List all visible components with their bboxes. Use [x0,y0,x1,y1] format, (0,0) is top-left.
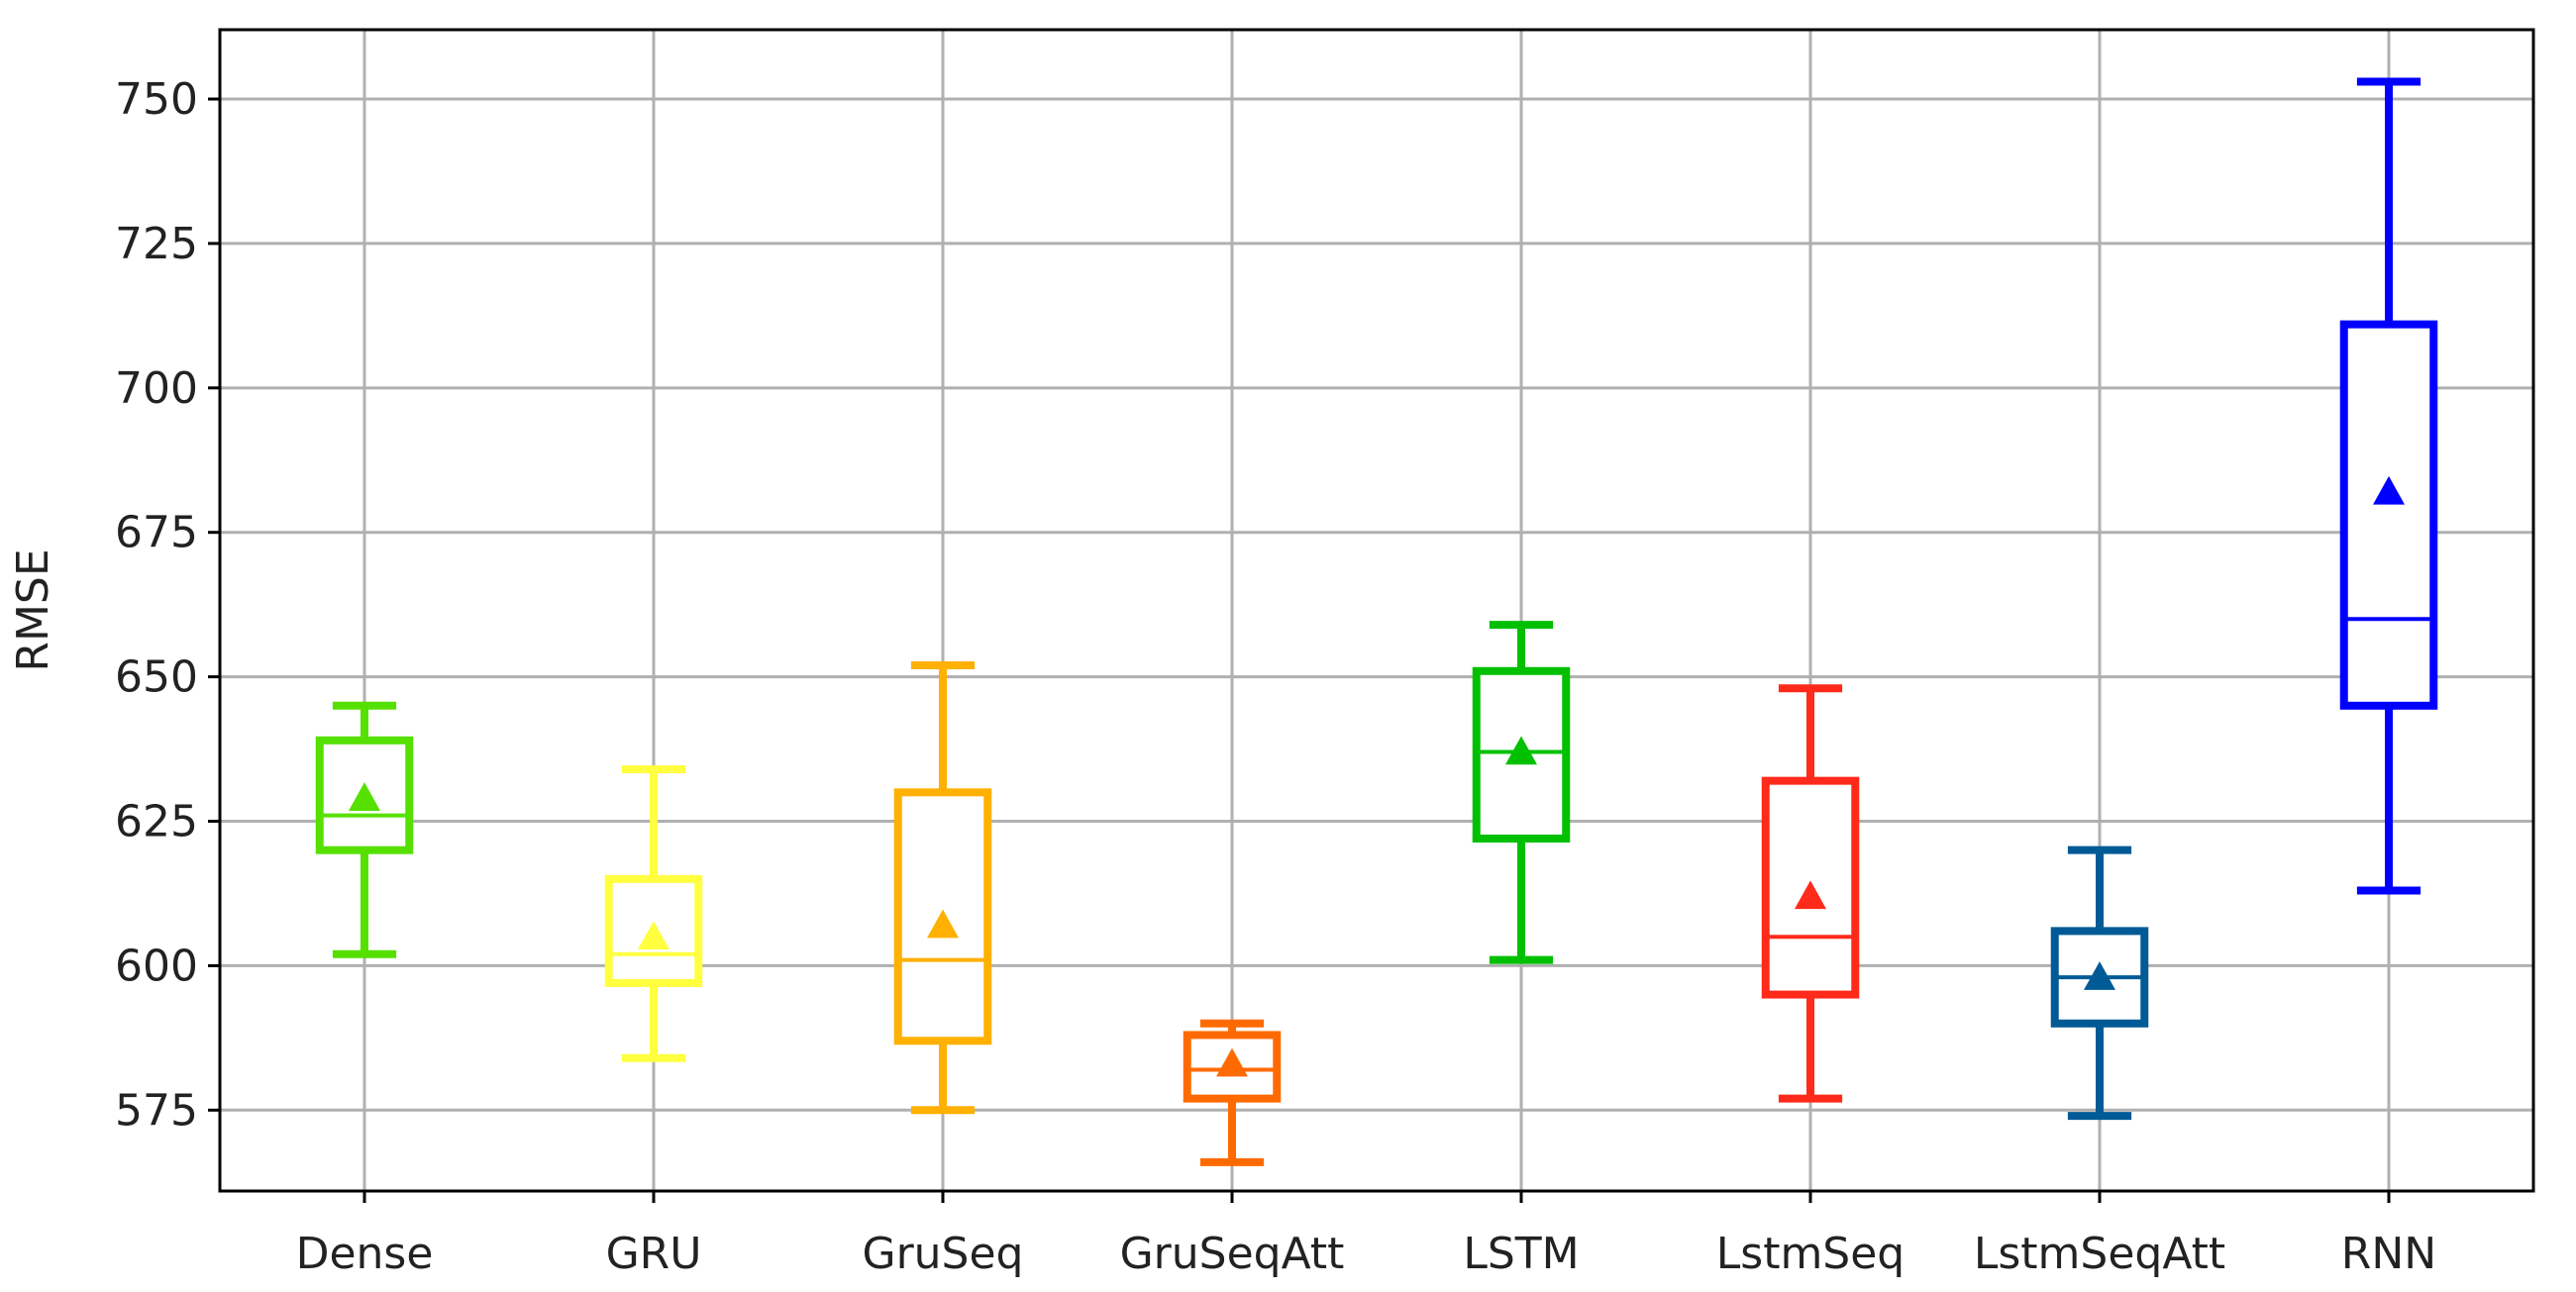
box-layer [315,77,2438,1166]
x-tick-label: GruSeqAtt [1120,1229,1345,1279]
mean-marker [638,921,670,950]
y-tick-label: 625 [115,797,198,847]
y-tick-label: 675 [115,508,198,558]
box-group-gruseq [893,660,992,1115]
y-tick-label: 575 [115,1085,198,1136]
plot-frame [218,28,2535,1193]
x-tick-label: RNN [2341,1229,2436,1279]
grid-layer [220,30,2533,1191]
y-tick-label: 750 [115,74,198,125]
box-group-gruseqatt [1183,1019,1282,1166]
box-group-rnn [2339,77,2438,895]
mean-marker [1216,1047,1248,1077]
mean-marker [2084,961,2115,990]
mean-marker [927,909,959,939]
mean-marker [349,782,380,811]
box-group-gru [604,764,703,1062]
box-iqr [604,874,703,987]
box-group-lstm [1472,621,1571,964]
mean-marker [2373,475,2405,505]
y-tick-label: 700 [115,363,198,414]
y-tick-label: 600 [115,941,198,991]
box-group-lstmseqatt [2050,845,2149,1121]
box-group-lstmseq [1761,684,1860,1103]
x-tick-label: GruSeq [862,1229,1023,1279]
x-tick-label: Dense [296,1229,434,1279]
mean-marker [1505,736,1537,765]
y-tick-label: 725 [115,219,198,269]
box-group-dense [315,701,414,958]
y-tick-label: 650 [115,652,198,703]
axis-layer: 575 600 625 650 675 700 725 750 Dense GRU GruSeq Gr… [115,74,2436,1279]
x-tick-label: LstmSeq [1716,1229,1905,1279]
mean-marker [1795,880,1826,910]
y-axis-label: RMSE [8,548,58,671]
x-tick-label: GRU [606,1229,702,1279]
x-tick-label: LSTM [1463,1229,1579,1279]
x-tick-label: LstmSeqAtt [1974,1229,2225,1279]
box-iqr [2339,320,2438,710]
